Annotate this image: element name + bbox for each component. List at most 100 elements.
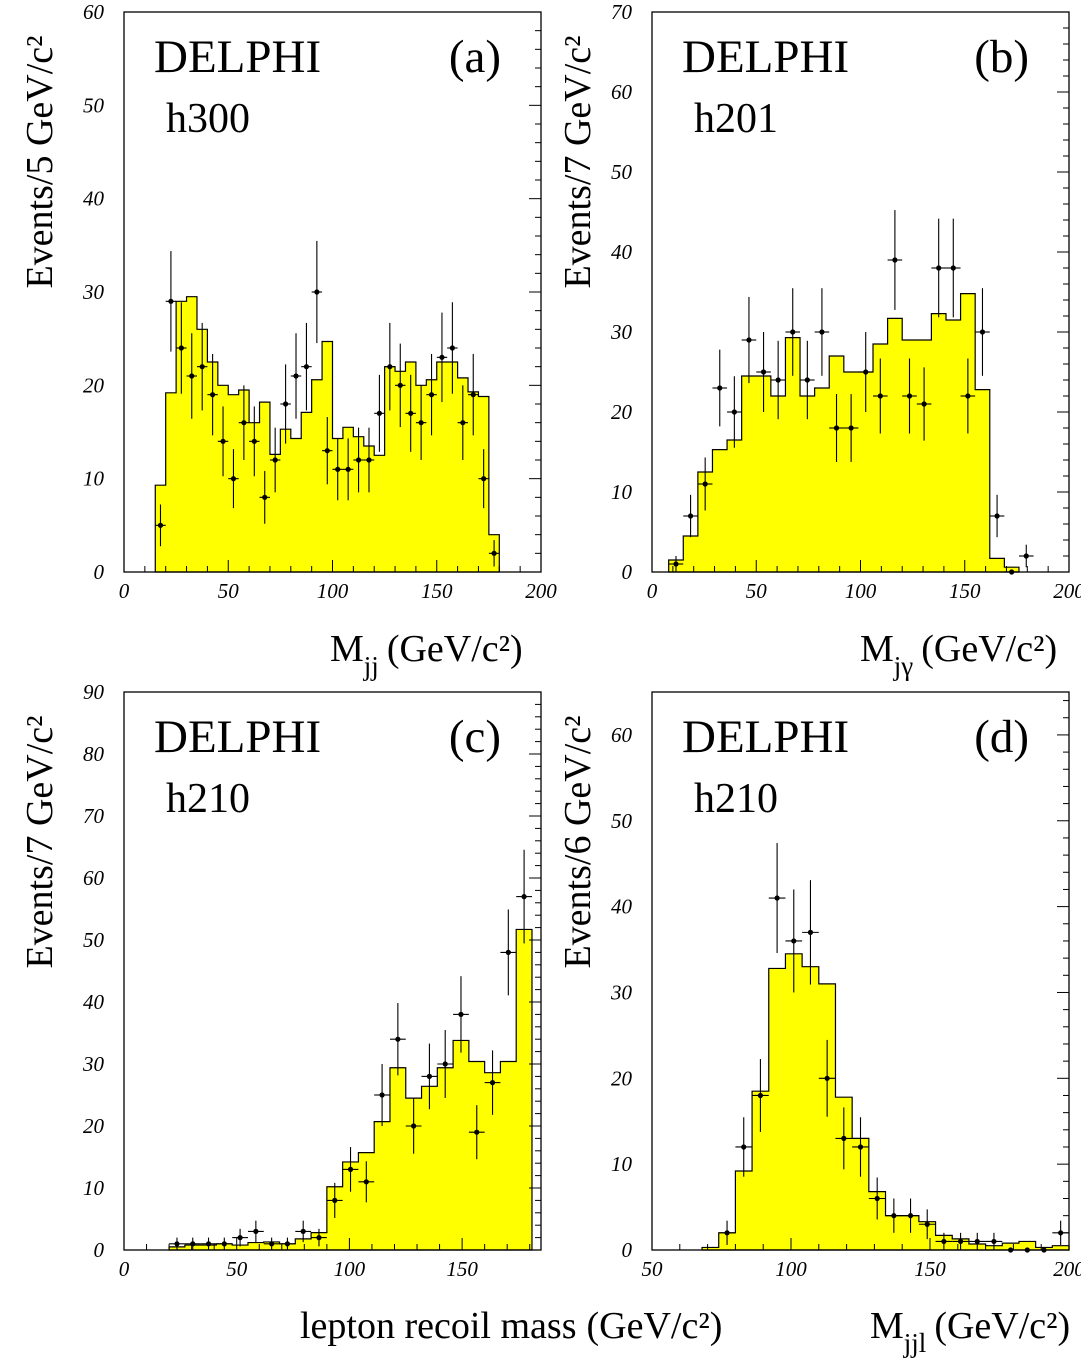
x-tick-label: 200	[525, 579, 557, 603]
data-point	[178, 345, 184, 351]
y-axis-label: Events/7 GeV/c²	[19, 715, 61, 968]
data-point	[293, 373, 299, 379]
data-point	[449, 345, 455, 351]
data-point	[411, 1123, 417, 1129]
x-tick-label: 150	[914, 1257, 946, 1281]
data-point	[168, 298, 174, 304]
data-point	[237, 1235, 243, 1241]
y-tick-label: 40	[611, 895, 633, 919]
data-point	[210, 392, 216, 398]
data-point	[397, 382, 403, 388]
data-point	[974, 1238, 980, 1245]
data-point	[824, 1075, 830, 1081]
panel-label: (c)	[449, 711, 501, 763]
y-tick-label: 20	[83, 1114, 105, 1138]
data-point	[189, 373, 195, 379]
data-point	[991, 1238, 997, 1245]
panel-b: 0 10 20 30 40 50 60 70 0 50 100 150 200 DELPHI (b) h201…	[557, 0, 1081, 681]
x-axis-label: Mjjl (GeV/c²)	[870, 1305, 1070, 1358]
x-tick-label: 150	[421, 579, 453, 603]
experiment-label: DELPHI	[154, 31, 321, 83]
y-tick-label: 0	[94, 1238, 105, 1262]
y-tick-label: 10	[83, 1176, 105, 1200]
data-point	[347, 1166, 354, 1172]
data-point	[439, 354, 445, 360]
data-point	[505, 949, 511, 956]
y-tick-label: 60	[611, 723, 633, 747]
y-tick-label: 80	[83, 742, 105, 766]
x-axis-label-subscript: jjl	[903, 1328, 927, 1358]
x-tick-label: 0	[119, 1257, 130, 1281]
y-tick-label: 20	[611, 1066, 633, 1090]
y-tick-label: 30	[82, 280, 105, 304]
x-tick-label: 150	[949, 579, 981, 603]
data-point	[460, 420, 466, 426]
x-tick-label: 0	[647, 579, 658, 603]
data-point	[408, 410, 414, 416]
data-point	[791, 938, 797, 944]
data-point	[790, 329, 796, 335]
x-axis-label-main: M	[330, 628, 364, 670]
data-point	[251, 438, 257, 444]
y-tick-label: 10	[83, 467, 105, 491]
plot-frame-d	[651, 691, 1070, 1251]
y-tick-label: 30	[82, 1052, 105, 1076]
data-point	[220, 438, 226, 444]
data-point	[841, 1135, 847, 1141]
x-tick-label: 100	[334, 1257, 366, 1281]
data-point	[717, 385, 723, 391]
data-point	[205, 1241, 212, 1247]
data-point	[819, 329, 825, 335]
x-tick-label: 150	[446, 1257, 478, 1281]
channel-label: h210	[694, 776, 778, 822]
x-axis-label: Mjγ (GeV/c²)	[860, 628, 1057, 681]
data-point	[272, 457, 278, 463]
histogram-b	[668, 293, 1020, 573]
data-point	[857, 1144, 864, 1150]
y-tick-label: 0	[622, 1238, 633, 1262]
data-point	[731, 409, 737, 415]
panel-label: (a)	[449, 31, 501, 83]
data-point	[741, 1144, 747, 1150]
experiment-label: DELPHI	[682, 31, 849, 83]
x-axis-label-subscript: jj	[363, 651, 379, 681]
x-axis-label-subscript: jγ	[893, 651, 914, 681]
x-tick-label: 50	[226, 1257, 248, 1281]
y-tick-label: 20	[611, 400, 633, 424]
x-axis-label-main: M	[870, 1305, 904, 1347]
data-point	[174, 1241, 180, 1247]
data-point	[979, 329, 986, 335]
data-point	[241, 420, 247, 426]
data-point	[395, 1036, 401, 1042]
data-point	[332, 1197, 338, 1203]
data-point	[426, 1073, 433, 1079]
data-point	[428, 392, 435, 398]
data-point	[262, 494, 268, 500]
data-point	[848, 425, 854, 431]
data-point	[470, 392, 476, 398]
data-point	[355, 457, 362, 463]
y-tick-label: 30	[610, 980, 633, 1004]
data-point	[442, 1061, 448, 1067]
data-point	[474, 1129, 480, 1135]
panel-label: (b)	[974, 31, 1029, 83]
data-point	[199, 364, 205, 370]
data-point	[877, 393, 883, 399]
data-point	[363, 1179, 369, 1185]
data-point	[491, 550, 497, 556]
data-point	[190, 1241, 196, 1247]
data-point	[775, 377, 781, 383]
channel-label: h210	[166, 776, 250, 822]
y-axis-label: Events/6 GeV/c²	[557, 715, 599, 968]
data-point	[345, 466, 351, 472]
data-point	[303, 364, 310, 370]
y-tick-label: 20	[83, 373, 105, 397]
y-tick-label: 60	[83, 866, 105, 890]
x-axis-label: lepton recoil mass (GeV/c²)	[300, 1305, 722, 1347]
x-axis-label-main: lepton recoil mass	[300, 1305, 576, 1347]
data-point	[906, 393, 913, 399]
data-point	[316, 1235, 322, 1241]
y-axis-label: Events/7 GeV/c²	[557, 35, 599, 288]
x-tick-label: 100	[317, 579, 349, 603]
